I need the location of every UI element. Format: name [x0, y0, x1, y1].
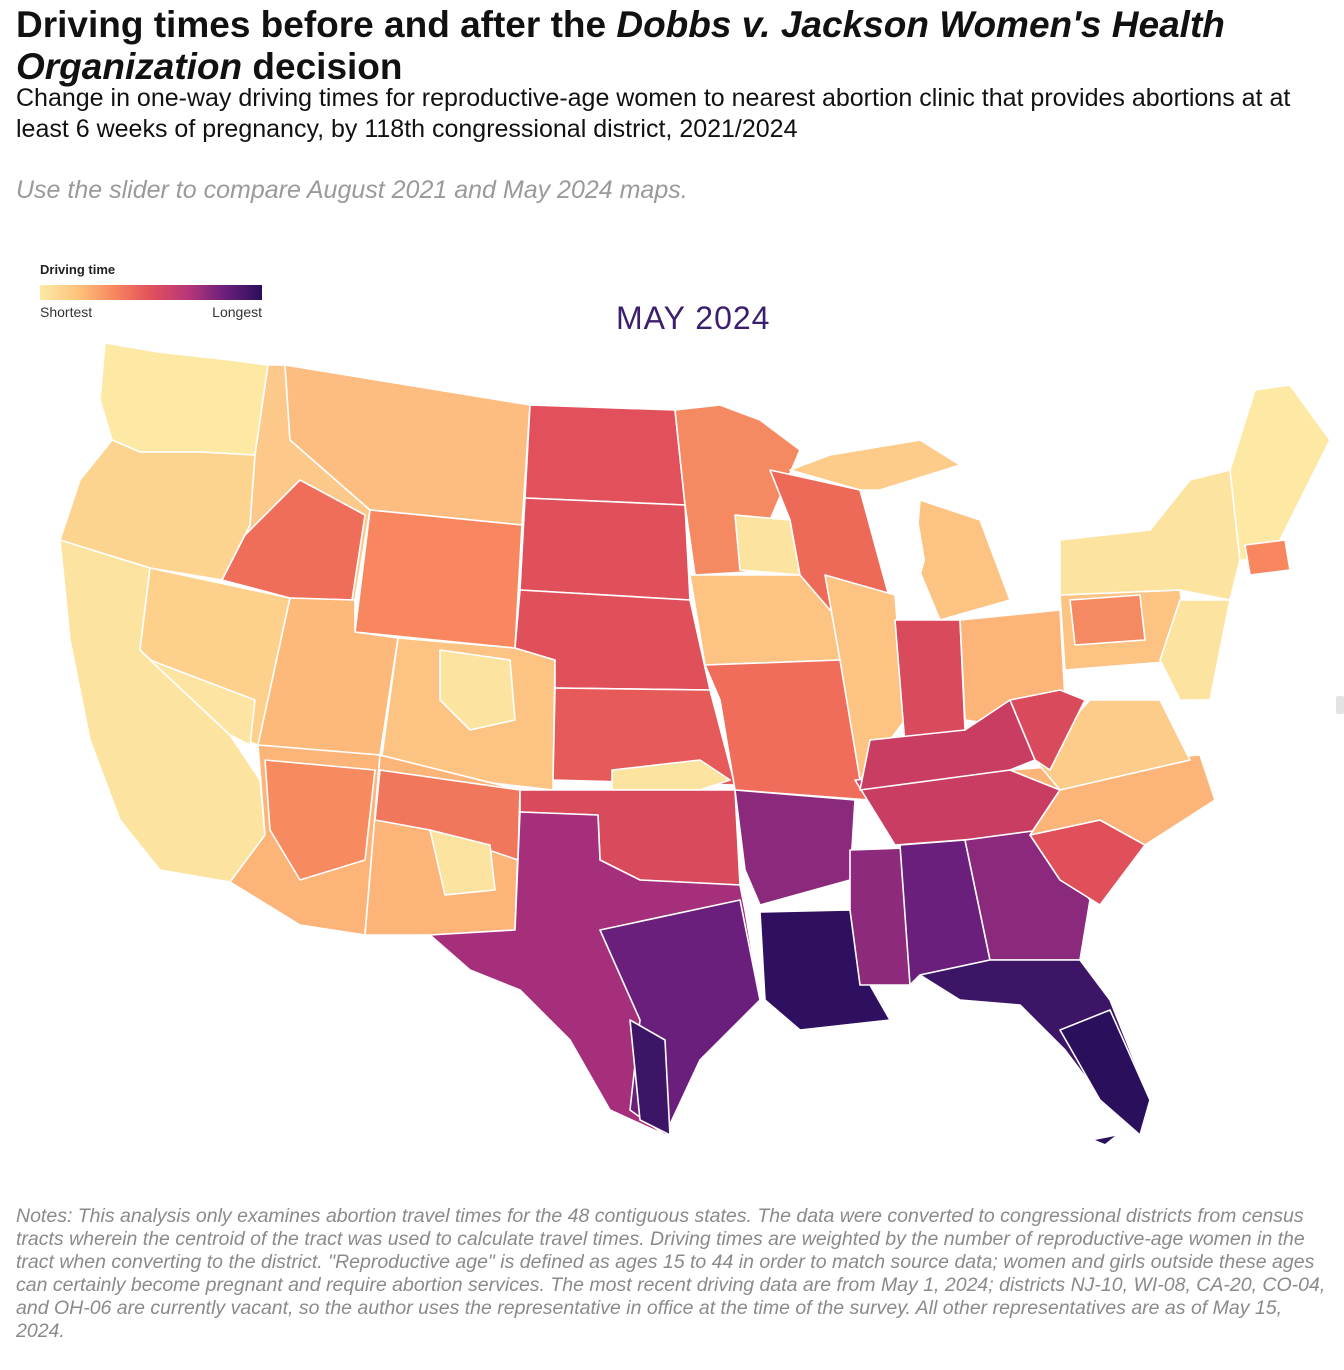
region-west-virginia[interactable] [1009, 689, 1086, 771]
region-florida-south[interactable] [1059, 1009, 1151, 1136]
region-mississippi[interactable] [849, 847, 911, 986]
region-wyoming[interactable] [354, 509, 523, 649]
region-mid-atlantic[interactable] [1159, 599, 1231, 701]
region-new-england[interactable] [1229, 384, 1331, 561]
chart-notes: Notes: This analysis only examines abort… [16, 1205, 1326, 1342]
slider-handle[interactable] [1336, 696, 1344, 714]
legend-min-label: Shortest [40, 304, 93, 320]
color-legend: Driving time Shortest Longest [40, 262, 262, 322]
florida-keys [1095, 1136, 1115, 1144]
region-pennsylvania-district[interactable] [1069, 594, 1146, 646]
legend-gradient-bar [40, 285, 262, 300]
title-part-1: Driving times before and after the [16, 4, 617, 45]
region-south-dakota[interactable] [519, 497, 691, 601]
region-arkansas[interactable] [734, 789, 856, 906]
title-case-name: Dobbs v. Jackson Women's Health Organiza… [16, 4, 1225, 87]
region-colorado-inner[interactable] [439, 649, 516, 731]
title-part-2: decision [242, 46, 403, 87]
region-massachusetts[interactable] [1244, 539, 1291, 576]
region-michigan-upper[interactable] [789, 439, 961, 491]
legend-title: Driving time [40, 262, 116, 277]
region-michigan[interactable] [914, 499, 1011, 621]
us-choropleth-map[interactable] [0, 330, 1344, 1160]
region-washington[interactable] [99, 342, 269, 456]
chart-subtitle: Change in one-way driving times for repr… [16, 84, 1291, 143]
region-texas-south[interactable] [629, 1019, 671, 1136]
legend-labels: Shortest Longest [40, 304, 262, 322]
lake-michigan [895, 500, 925, 615]
legend-max-label: Longest [212, 304, 262, 320]
chart-title: Driving times before and after the Dobbs… [16, 4, 1316, 88]
region-indiana[interactable] [894, 619, 966, 746]
region-nevada-south[interactable] [149, 659, 256, 746]
region-north-dakota[interactable] [524, 404, 686, 506]
map-period-label: MAY 2024 [616, 300, 771, 336]
region-kansas-district[interactable] [611, 759, 731, 791]
region-arizona-district[interactable] [264, 759, 376, 881]
slider-instruction: Use the slider to compare August 2021 an… [16, 176, 688, 204]
region-new-york[interactable] [1059, 469, 1241, 601]
region-new-mexico-inner[interactable] [429, 829, 496, 896]
